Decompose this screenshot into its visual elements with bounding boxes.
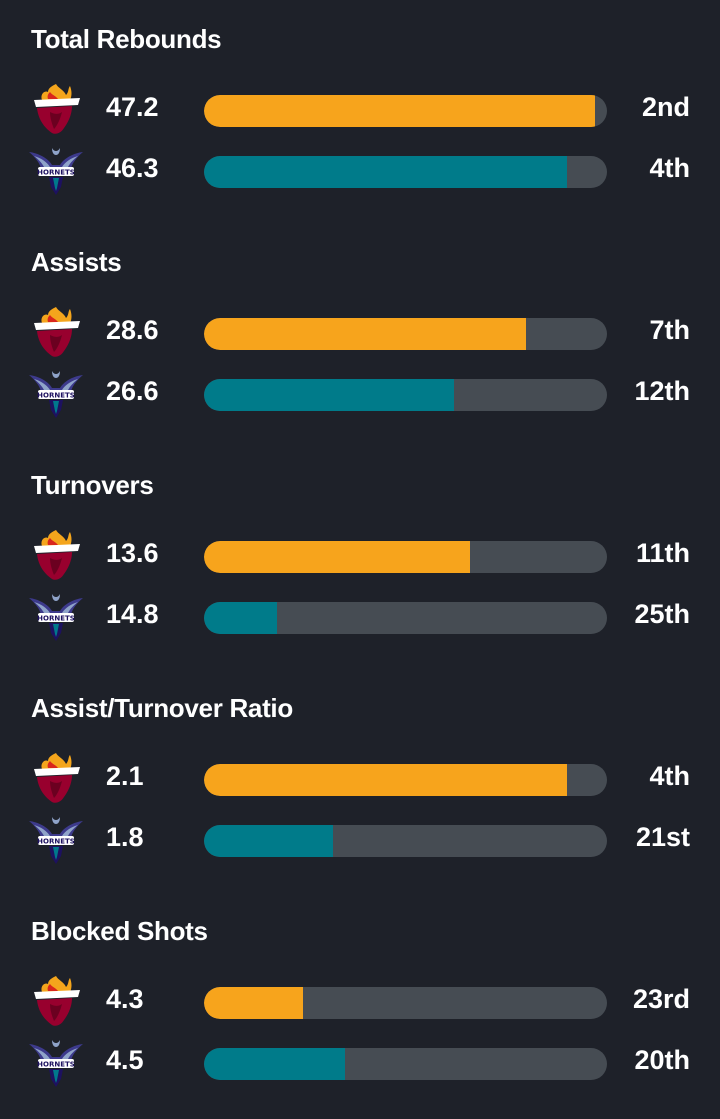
charlotte-hornets-logo-icon: HORNETS xyxy=(28,812,84,866)
charlotte-hornets-logo-icon: HORNETS xyxy=(28,366,84,420)
away-value: 14.8 xyxy=(106,599,159,629)
home-rank: 4th xyxy=(649,761,691,791)
home-bar-fill xyxy=(204,987,303,1019)
miami-heat-logo-icon xyxy=(28,974,84,1028)
home-bar-fill xyxy=(204,764,567,796)
home-bar-fill xyxy=(204,318,527,350)
away-team-row: HORNETS 46.3 4th xyxy=(0,141,720,195)
away-rank: 20th xyxy=(634,1045,690,1075)
home-bar-track xyxy=(204,318,607,350)
home-team-row: 2.1 4th xyxy=(0,749,720,803)
miami-heat-logo-icon xyxy=(28,528,84,582)
away-rank: 21st xyxy=(635,822,690,852)
home-rank: 2nd xyxy=(641,92,690,122)
stat-title: Total Rebounds xyxy=(31,24,222,54)
home-value: 47.2 xyxy=(106,92,159,122)
home-bar-track xyxy=(204,95,607,127)
home-value: 13.6 xyxy=(106,538,159,568)
away-team-row: HORNETS 4.5 20th xyxy=(0,1033,720,1087)
away-value: 26.6 xyxy=(106,376,159,406)
away-bar-fill xyxy=(204,602,277,634)
miami-heat-logo-icon xyxy=(28,751,84,805)
home-rank: 7th xyxy=(649,315,691,345)
stat-title: Blocked Shots xyxy=(31,916,208,946)
stat-section-total-rebounds: Total Rebounds 47.2 2nd HORNETS 46.3 4th xyxy=(0,0,720,200)
charlotte-hornets-logo-icon: HORNETS xyxy=(28,589,84,643)
miami-heat-logo-icon xyxy=(28,305,84,359)
away-value: 4.5 xyxy=(106,1045,144,1075)
hornets-logo-text: HORNETS xyxy=(37,838,75,846)
home-bar-fill xyxy=(204,541,470,573)
home-bar-track xyxy=(204,987,607,1019)
away-bar-track xyxy=(204,1048,607,1080)
away-team-row: HORNETS 26.6 12th xyxy=(0,364,720,418)
away-bar-track xyxy=(204,825,607,857)
away-bar-fill xyxy=(204,379,454,411)
home-bar-track xyxy=(204,541,607,573)
hornets-logo-text: HORNETS xyxy=(37,615,75,623)
away-team-row: HORNETS 1.8 21st xyxy=(0,810,720,864)
home-bar-track xyxy=(204,764,607,796)
stat-title: Assist/Turnover Ratio xyxy=(31,693,293,723)
home-rank: 11th xyxy=(635,538,690,568)
away-team-row: HORNETS 14.8 25th xyxy=(0,587,720,641)
away-bar-fill xyxy=(204,156,567,188)
away-value: 1.8 xyxy=(106,822,144,852)
stat-section-blocked-shots: Blocked Shots 4.3 23rd HORNETS 4.5 20th xyxy=(0,892,720,1092)
stat-title: Turnovers xyxy=(31,470,154,500)
away-bar-fill xyxy=(204,825,333,857)
miami-heat-logo-icon xyxy=(28,82,84,136)
away-bar-track xyxy=(204,602,607,634)
hornets-logo-text: HORNETS xyxy=(37,169,75,177)
away-bar-track xyxy=(204,156,607,188)
charlotte-hornets-logo-icon: HORNETS xyxy=(28,1035,84,1089)
away-rank: 12th xyxy=(634,376,690,406)
home-bar-fill xyxy=(204,95,595,127)
home-value: 2.1 xyxy=(106,761,144,791)
home-rank: 23rd xyxy=(632,984,690,1014)
home-value: 28.6 xyxy=(106,315,159,345)
stat-section-assist-turnover-ratio: Assist/Turnover Ratio 2.1 4th HORNETS 1.… xyxy=(0,669,720,869)
away-rank: 25th xyxy=(634,599,690,629)
home-value: 4.3 xyxy=(106,984,144,1014)
away-bar-track xyxy=(204,379,607,411)
home-team-row: 28.6 7th xyxy=(0,303,720,357)
stat-title: Assists xyxy=(31,247,122,277)
away-bar-fill xyxy=(204,1048,346,1080)
away-value: 46.3 xyxy=(106,153,159,183)
away-rank: 4th xyxy=(649,153,691,183)
home-team-row: 13.6 11th xyxy=(0,526,720,580)
hornets-logo-text: HORNETS xyxy=(37,1061,75,1069)
hornets-logo-text: HORNETS xyxy=(37,392,75,400)
charlotte-hornets-logo-icon: HORNETS xyxy=(28,143,84,197)
stat-section-turnovers: Turnovers 13.6 11th HORNETS 14.8 25th xyxy=(0,446,720,646)
stat-section-assists: Assists 28.6 7th HORNETS 26.6 12th xyxy=(0,223,720,423)
home-team-row: 47.2 2nd xyxy=(0,80,720,134)
home-team-row: 4.3 23rd xyxy=(0,972,720,1026)
